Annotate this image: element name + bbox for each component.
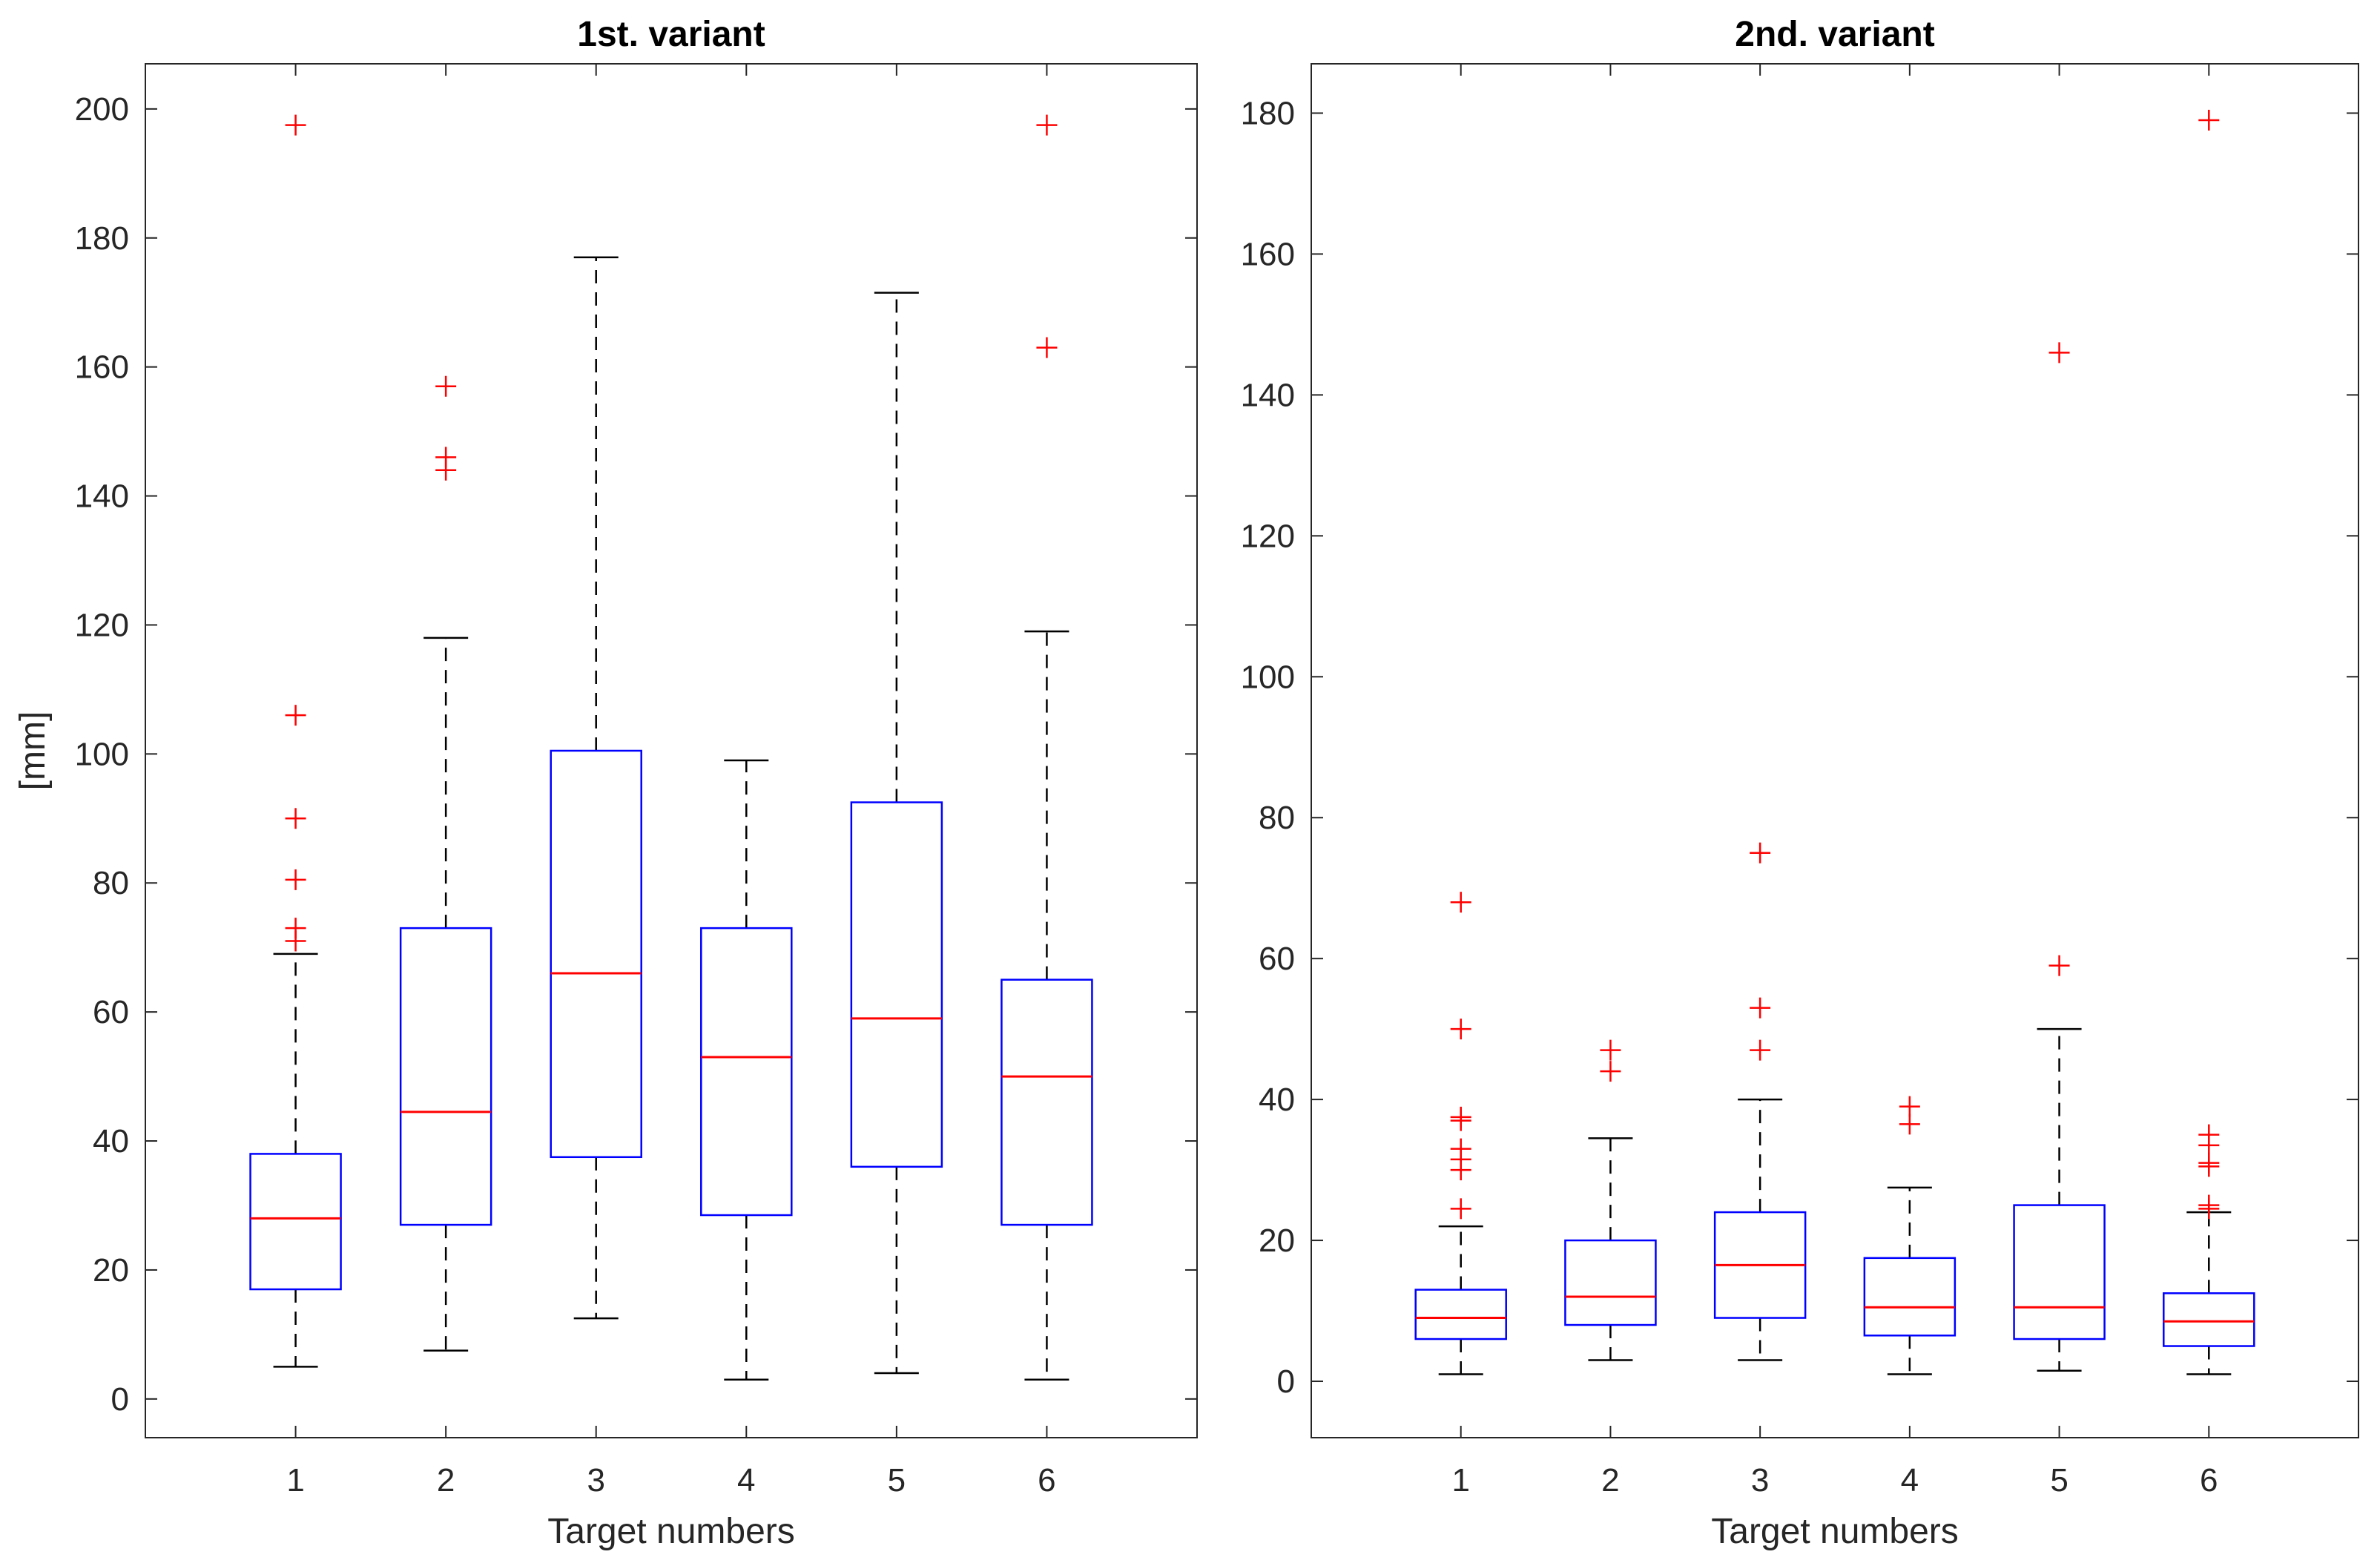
y-tick-label: 180 [1241,95,1295,131]
box-group-target-2 [1564,1039,1657,1361]
outlier-marker [1899,1113,1920,1135]
outlier-marker [285,869,306,890]
box-group-target-2 [399,375,492,1352]
outlier-marker [285,705,306,726]
outlier-marker [2198,1152,2220,1174]
outlier-marker [435,375,457,397]
outlier-marker [2198,1194,2220,1216]
y-tick-label: 40 [1259,1082,1295,1118]
outlier-marker [1450,892,1471,913]
outlier-marker [1450,1198,1471,1220]
outlier-marker [285,918,306,939]
outlier-marker [1036,337,1058,358]
box-iqr [2013,1204,2106,1340]
box-iqr [399,927,492,1226]
x-tick-label: 4 [737,1462,755,1498]
box-group-target-4 [700,759,793,1381]
y-tick-label: 120 [75,607,129,643]
outlier-marker [1450,1106,1471,1128]
box-iqr [700,927,793,1217]
box-group-target-1 [249,114,342,1368]
box-iqr [2163,1292,2255,1347]
y-tick-label: 160 [75,349,129,386]
outlier-marker [1450,1019,1471,1040]
y-tick-label: 20 [1259,1223,1295,1259]
chart-title: 2nd. variant [1735,15,1934,54]
box-group-target-5 [850,292,943,1375]
y-tick-label: 100 [1241,659,1295,695]
outlier-marker [1750,842,1771,863]
x-tick-label: 3 [1751,1462,1769,1498]
y-tick-label: 40 [93,1123,129,1159]
box-group-target-3 [550,256,642,1320]
box-group-target-1 [1414,892,1507,1375]
x-tick-label: 5 [888,1462,906,1498]
x-tick-label: 3 [587,1462,604,1498]
outlier-marker [2198,109,2220,131]
outlier-marker [285,808,306,829]
x-tick-label: 1 [286,1462,304,1498]
x-axis-label: Target numbers [1711,1512,1959,1551]
outlier-marker [435,447,457,468]
axes-frame [1311,63,2359,1438]
y-tick-label: 160 [1241,236,1295,272]
outlier-marker [1600,1061,1621,1082]
plot-marks: 0 20 40 60 80 100 120 140 160 180 200 1 2 3 4 5 6 [75,63,1198,1498]
box-group-target-6 [1001,114,1093,1381]
y-tick-label: 80 [93,865,129,901]
box-iqr [249,1153,342,1291]
box-iqr [1863,1257,1957,1337]
y-tick-label: 180 [75,220,129,257]
outlier-marker [285,114,306,136]
box-group-target-5 [2013,342,2106,1372]
x-tick-label: 5 [2050,1462,2068,1498]
box-iqr [850,801,943,1168]
box-iqr [1564,1239,1657,1326]
outlier-marker [1036,114,1058,136]
box-group-target-6 [2163,109,2255,1375]
box-group-target-3 [1713,842,1807,1361]
box-iqr [550,749,642,1159]
x-tick-label: 2 [1601,1462,1619,1498]
x-tick-label: 6 [2200,1462,2218,1498]
outlier-marker [1750,997,1771,1019]
plot-1st-variant: 1st. variant [mm] Target numbers 0 20 40 60… [13,15,1198,1551]
outlier-marker [1750,1039,1771,1061]
x-tick-label: 1 [1451,1462,1469,1498]
outlier-marker [2198,1124,2220,1145]
y-tick-label: 60 [1259,941,1295,977]
y-tick-label: 120 [1241,518,1295,554]
y-tick-label: 0 [1277,1363,1295,1400]
x-tick-label: 4 [1901,1462,1919,1498]
y-tick-label: 100 [75,736,129,772]
y-tick-label: 0 [111,1381,129,1418]
outlier-marker [1450,1138,1471,1159]
box-iqr [1414,1289,1507,1340]
plot-marks: 0 20 40 60 80 100 120 140 160 180 1 2 3 4 5 6 [1241,63,2359,1498]
y-tick-label: 140 [75,478,129,515]
x-tick-label: 6 [1038,1462,1055,1498]
y-tick-label: 20 [93,1252,129,1289]
x-axis-label: Target numbers [547,1512,795,1551]
outlier-marker [2048,955,2070,976]
y-axis-label: [mm] [13,711,53,791]
outlier-marker [2048,342,2070,363]
x-tick-label: 2 [437,1462,455,1498]
box-group-target-4 [1863,1096,1957,1375]
y-tick-label: 140 [1241,377,1295,413]
y-tick-label: 200 [75,91,129,128]
box-iqr [1001,978,1093,1226]
y-tick-label: 80 [1259,800,1295,836]
outlier-marker [1600,1039,1621,1061]
y-tick-label: 60 [93,994,129,1030]
plot-2nd-variant: 2nd. variant Target numbers 0 20 40 60 80 100… [1241,15,2359,1551]
chart-title: 1st. variant [577,15,765,54]
axes-frame [145,63,1198,1438]
outlier-marker [1899,1096,1920,1117]
